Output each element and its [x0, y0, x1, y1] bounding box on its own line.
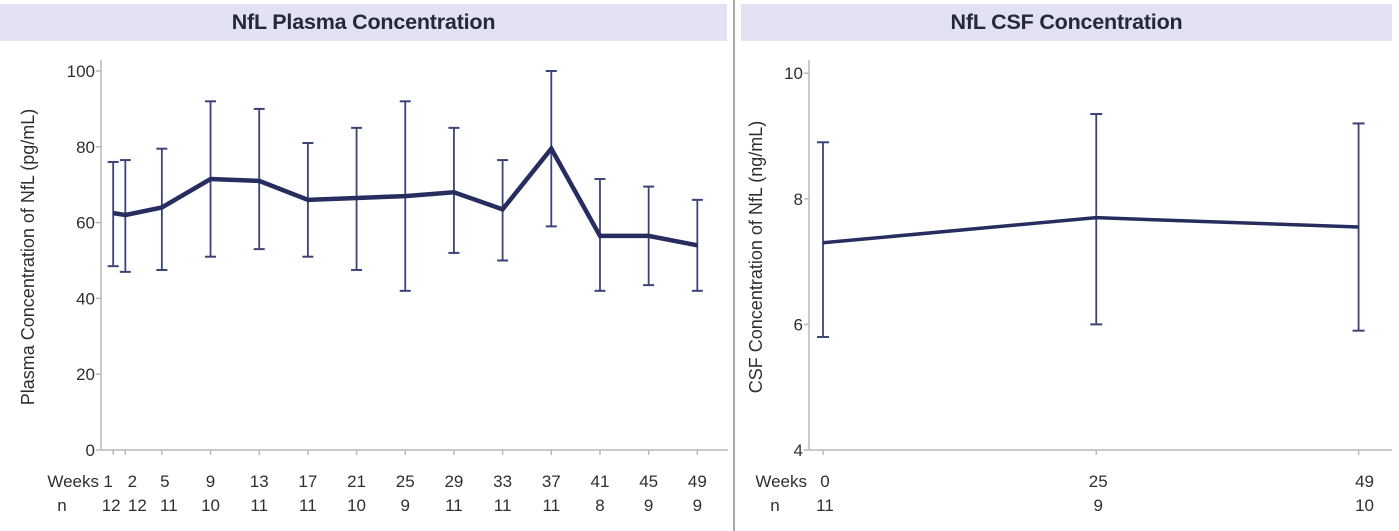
week-tick-label: 29 [444, 472, 463, 491]
week-tick-label: 45 [639, 472, 658, 491]
mean-line [822, 215, 1359, 245]
error-bars [107, 70, 703, 292]
n-value-label: 11 [299, 496, 317, 515]
week-tick-label: 49 [688, 472, 707, 491]
n-row-header: n [770, 496, 779, 515]
n-row: n 12 12 11 10 11 11 10 9 11 11 11 8 9 9 [57, 496, 702, 515]
svg-text:80: 80 [76, 138, 95, 157]
week-tick-label: 17 [298, 472, 317, 491]
weeks-row-header: Weeks [755, 472, 807, 491]
n-value-label: 9 [693, 496, 702, 515]
week-tick-label: 41 [591, 472, 610, 491]
week-tick-label: 25 [396, 472, 415, 491]
n-value-label: 11 [160, 496, 178, 515]
panel-divider [733, 0, 735, 531]
week-tick-label: 49 [1355, 472, 1374, 491]
y-tick-labels: 4 6 8 10 [784, 64, 803, 460]
csf-chart-panel: 4 6 8 10 CSF Concentration of NfL (ng/mL) Wee… [735, 0, 1399, 531]
week-tick-label: 25 [1089, 472, 1108, 491]
n-value-label: 12 [102, 496, 121, 515]
n-value-label: 11 [250, 496, 268, 515]
axes [804, 60, 1392, 455]
n-value-label: 10 [1355, 496, 1374, 515]
week-tick-label: 33 [493, 472, 512, 491]
n-value-label: 12 [128, 496, 147, 515]
n-value-label: 10 [347, 496, 366, 515]
svg-text:20: 20 [76, 365, 95, 384]
week-tick-label: 5 [160, 472, 169, 491]
n-row-header: n [57, 496, 66, 515]
week-tick-label: 21 [347, 472, 366, 491]
n-row: n 11 9 10 [770, 496, 1374, 515]
csf-title-bar: NfL CSF Concentration [741, 4, 1392, 41]
weeks-row: Weeks 0 25 49 [755, 472, 1374, 491]
mean-line [112, 144, 698, 248]
week-tick-label: 37 [542, 472, 561, 491]
week-tick-label: 1 [103, 472, 112, 491]
svg-text:10: 10 [784, 64, 803, 83]
n-value-label: 8 [595, 496, 604, 515]
svg-text:0: 0 [86, 441, 95, 460]
week-tick-label: 2 [128, 472, 137, 491]
svg-text:100: 100 [67, 62, 95, 81]
svg-text:60: 60 [76, 214, 95, 233]
week-tick-label: 9 [206, 472, 215, 491]
plasma-chart-panel: 0 20 40 60 80 100 Plasma Concentration of NfL … [0, 4, 728, 515]
n-value-label: 9 [644, 496, 653, 515]
csf-line-chart: 4 6 8 10 CSF Concentration of NfL (ng/mL) Wee… [746, 60, 1392, 515]
week-tick-label: 13 [250, 472, 269, 491]
n-value-label: 11 [445, 496, 463, 515]
plasma-chart-title: NfL Plasma Concentration [231, 10, 496, 34]
weeks-row-header: Weeks [47, 472, 99, 491]
plasma-title-bar: NfL Plasma Concentration [0, 4, 727, 41]
week-tick-label: 0 [820, 472, 829, 491]
weeks-row: Weeks 1 2 5 9 13 17 21 25 29 33 37 41 45 49 [47, 472, 706, 491]
n-value-label: 11 [816, 496, 834, 515]
y-tick-labels: 0 20 40 60 80 100 [67, 62, 95, 460]
axes [96, 60, 728, 455]
csf-chart-title: NfL CSF Concentration [950, 10, 1183, 34]
svg-text:40: 40 [76, 289, 95, 308]
plasma-line-chart: 0 20 40 60 80 100 Plasma Concentration of NfL … [18, 60, 728, 515]
n-value-label: 9 [1094, 496, 1103, 515]
svg-text:6: 6 [794, 315, 803, 334]
n-value-label: 11 [494, 496, 512, 515]
svg-text:4: 4 [794, 441, 803, 460]
n-value-label: 11 [542, 496, 560, 515]
y-axis-title: CSF Concentration of NfL (ng/mL) [746, 121, 766, 393]
n-value-label: 9 [401, 496, 410, 515]
n-value-label: 10 [201, 496, 220, 515]
y-axis-title: Plasma Concentration of NfL (pg/mL) [18, 109, 38, 405]
svg-text:8: 8 [794, 190, 803, 209]
